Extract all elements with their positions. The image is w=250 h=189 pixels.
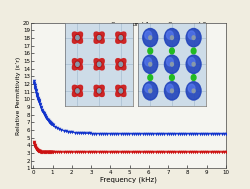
Ellipse shape bbox=[72, 32, 82, 43]
Circle shape bbox=[119, 36, 122, 40]
Ellipse shape bbox=[144, 31, 151, 39]
Ellipse shape bbox=[188, 84, 194, 93]
Circle shape bbox=[170, 36, 173, 40]
Legend: Compound 1, Compound 2: Compound 1, Compound 2 bbox=[95, 20, 208, 30]
Ellipse shape bbox=[72, 32, 82, 43]
Ellipse shape bbox=[186, 29, 200, 47]
Ellipse shape bbox=[115, 32, 126, 43]
Ellipse shape bbox=[164, 82, 179, 100]
Ellipse shape bbox=[72, 59, 82, 70]
Circle shape bbox=[148, 36, 151, 40]
Ellipse shape bbox=[75, 35, 80, 41]
Ellipse shape bbox=[115, 59, 126, 70]
Ellipse shape bbox=[96, 35, 101, 41]
Circle shape bbox=[191, 36, 194, 40]
Ellipse shape bbox=[118, 61, 123, 67]
Ellipse shape bbox=[94, 59, 104, 70]
Circle shape bbox=[97, 36, 100, 40]
Circle shape bbox=[170, 62, 173, 66]
Ellipse shape bbox=[186, 55, 200, 73]
Ellipse shape bbox=[96, 61, 101, 67]
Ellipse shape bbox=[186, 82, 200, 100]
Ellipse shape bbox=[94, 32, 104, 43]
Ellipse shape bbox=[94, 85, 104, 96]
Ellipse shape bbox=[96, 88, 101, 94]
Ellipse shape bbox=[94, 85, 104, 96]
Ellipse shape bbox=[94, 59, 104, 70]
Ellipse shape bbox=[142, 82, 157, 100]
Circle shape bbox=[76, 89, 79, 93]
Ellipse shape bbox=[75, 88, 80, 94]
Ellipse shape bbox=[115, 32, 126, 43]
Ellipse shape bbox=[188, 31, 194, 39]
Circle shape bbox=[76, 36, 79, 40]
Circle shape bbox=[148, 62, 151, 66]
Circle shape bbox=[190, 48, 195, 54]
Ellipse shape bbox=[115, 59, 126, 70]
Ellipse shape bbox=[118, 35, 123, 41]
Circle shape bbox=[148, 89, 151, 93]
Circle shape bbox=[169, 48, 173, 54]
Circle shape bbox=[191, 62, 194, 66]
Circle shape bbox=[119, 89, 122, 93]
Circle shape bbox=[97, 62, 100, 66]
Ellipse shape bbox=[142, 55, 157, 73]
Ellipse shape bbox=[75, 61, 80, 67]
Ellipse shape bbox=[115, 85, 126, 96]
Ellipse shape bbox=[164, 55, 179, 73]
Ellipse shape bbox=[166, 31, 172, 39]
Circle shape bbox=[191, 89, 194, 93]
Circle shape bbox=[190, 75, 195, 81]
Ellipse shape bbox=[144, 58, 151, 66]
Circle shape bbox=[170, 89, 173, 93]
Ellipse shape bbox=[115, 85, 126, 96]
Circle shape bbox=[147, 75, 152, 81]
Ellipse shape bbox=[164, 29, 179, 47]
Circle shape bbox=[76, 62, 79, 66]
Circle shape bbox=[97, 89, 100, 93]
Circle shape bbox=[147, 48, 152, 54]
Ellipse shape bbox=[118, 88, 123, 94]
Ellipse shape bbox=[142, 29, 157, 47]
Ellipse shape bbox=[188, 58, 194, 66]
Ellipse shape bbox=[72, 85, 82, 96]
Ellipse shape bbox=[166, 58, 172, 66]
Ellipse shape bbox=[166, 84, 172, 93]
Circle shape bbox=[119, 62, 122, 66]
Ellipse shape bbox=[94, 32, 104, 43]
Y-axis label: Relative Permittivity (ε’r): Relative Permittivity (ε’r) bbox=[16, 56, 21, 135]
Circle shape bbox=[169, 75, 173, 81]
X-axis label: Frequency (kHz): Frequency (kHz) bbox=[100, 177, 156, 183]
Ellipse shape bbox=[144, 84, 151, 93]
Ellipse shape bbox=[72, 59, 82, 70]
Ellipse shape bbox=[72, 85, 82, 96]
